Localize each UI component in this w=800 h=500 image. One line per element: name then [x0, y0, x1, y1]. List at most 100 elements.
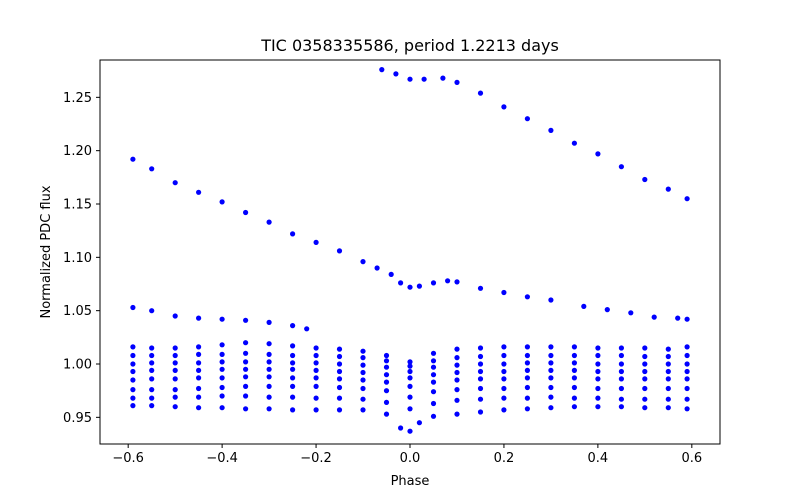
- data-point: [336, 384, 343, 391]
- data-point: [407, 368, 413, 375]
- data-point: [219, 366, 225, 372]
- data-point: [360, 259, 366, 265]
- data-point: [407, 428, 413, 434]
- data-point: [243, 317, 249, 323]
- data-point: [407, 406, 413, 412]
- data-point: [243, 366, 249, 372]
- data-point: [172, 360, 178, 366]
- data-point: [454, 387, 460, 393]
- x-tick-label: 0.4: [588, 451, 609, 466]
- data-point: [360, 355, 366, 361]
- data-point: [313, 375, 319, 381]
- data-point: [383, 388, 390, 394]
- data-point: [407, 284, 413, 290]
- data-point: [595, 376, 601, 382]
- data-point: [642, 376, 648, 382]
- data-point: [684, 344, 690, 350]
- data-point: [501, 104, 507, 110]
- data-point: [421, 76, 427, 82]
- data-point: [290, 366, 296, 372]
- data-point: [642, 353, 648, 360]
- data-point: [360, 407, 366, 413]
- data-point: [172, 394, 178, 400]
- data-point: [243, 340, 249, 346]
- data-point: [243, 359, 249, 365]
- data-point: [684, 352, 690, 359]
- data-point: [383, 411, 390, 417]
- data-point: [407, 359, 413, 365]
- data-point: [196, 344, 202, 350]
- data-point: [219, 393, 225, 399]
- data-point: [501, 344, 507, 350]
- data-point: [665, 361, 671, 367]
- data-point: [266, 406, 272, 412]
- data-point: [149, 308, 155, 314]
- data-point: [313, 383, 319, 389]
- y-axis: 0.95 1.00 1.05 1.10 1.15 1.20 1.25: [63, 91, 100, 426]
- data-point: [383, 372, 390, 378]
- data-point: [266, 374, 272, 380]
- data-point: [219, 375, 225, 381]
- data-point: [430, 413, 437, 419]
- data-point: [336, 376, 343, 382]
- data-point: [675, 315, 681, 321]
- data-point: [266, 383, 272, 389]
- data-point: [618, 396, 625, 402]
- data-point: [149, 345, 155, 351]
- data-point: [313, 345, 319, 351]
- data-point: [336, 361, 343, 367]
- data-point: [172, 367, 178, 373]
- y-tick-label: 1.15: [63, 198, 92, 213]
- data-point: [477, 409, 484, 415]
- data-point: [548, 405, 554, 411]
- data-point: [618, 352, 625, 359]
- data-point: [548, 360, 554, 366]
- data-point: [445, 278, 451, 284]
- data-point: [243, 374, 249, 380]
- data-point: [290, 360, 296, 366]
- data-point: [196, 315, 202, 321]
- data-point: [430, 350, 437, 356]
- data-point: [684, 385, 690, 392]
- chart-title: TIC 0358335586, period 1.2213 days: [260, 36, 559, 55]
- data-point: [548, 375, 554, 381]
- data-point: [130, 368, 136, 375]
- data-point: [196, 385, 202, 392]
- y-tick-label: 1.00: [63, 358, 92, 373]
- data-point: [360, 396, 366, 402]
- data-point: [571, 367, 578, 373]
- data-point: [548, 297, 554, 303]
- data-point: [407, 375, 413, 381]
- data-point: [407, 394, 413, 400]
- data-point: [454, 369, 460, 376]
- data-point: [595, 404, 601, 410]
- data-points: [130, 67, 690, 434]
- data-point: [130, 395, 136, 401]
- data-point: [149, 395, 155, 401]
- data-point: [524, 344, 531, 350]
- data-point: [196, 367, 202, 373]
- data-point: [130, 361, 136, 367]
- data-point: [571, 395, 578, 401]
- data-point: [172, 180, 178, 186]
- data-point: [684, 396, 690, 402]
- data-point: [548, 127, 554, 133]
- data-point: [219, 384, 225, 391]
- data-point: [477, 353, 484, 360]
- data-point: [454, 362, 460, 368]
- data-point: [477, 285, 484, 291]
- data-point: [383, 379, 390, 385]
- data-point: [149, 166, 155, 172]
- data-point: [407, 383, 413, 389]
- data-point: [477, 385, 484, 392]
- data-point: [477, 376, 484, 382]
- data-point: [219, 359, 225, 365]
- data-point: [313, 360, 319, 366]
- data-point: [290, 323, 296, 329]
- data-point: [642, 176, 648, 183]
- data-point: [172, 387, 178, 393]
- data-point: [548, 352, 554, 359]
- data-point: [290, 394, 296, 400]
- data-point: [595, 352, 601, 359]
- data-point: [196, 351, 202, 357]
